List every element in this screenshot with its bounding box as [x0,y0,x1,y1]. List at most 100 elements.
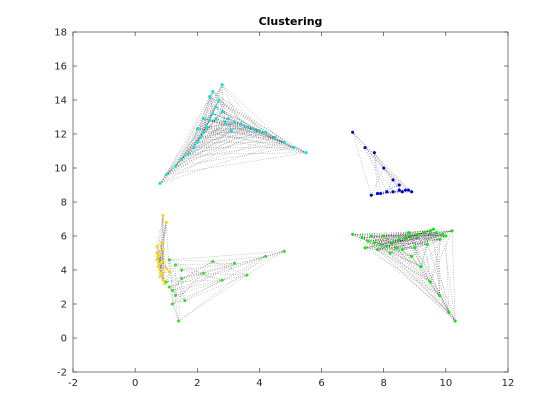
cluster-edge [414,232,437,249]
cluster-edge [380,232,425,245]
data-point [164,173,168,177]
cluster-edge [175,132,266,167]
cluster-edge [209,120,307,153]
cluster-edge [169,259,173,291]
cluster-edge [352,234,422,267]
cluster-edge [203,84,223,119]
cluster-edge [169,286,179,322]
cluster-edge [172,303,179,322]
cluster-edge [181,118,204,160]
data-point [304,151,308,155]
y-tick-label: 12 [54,130,67,141]
data-point [351,232,355,236]
cluster-edge [187,118,217,155]
cluster-edge [408,232,450,313]
cluster-edge [206,123,226,128]
cluster-edge [352,234,375,243]
cluster-edge [187,137,275,155]
cluster-edge [228,118,232,131]
data-point [391,178,395,182]
cluster-edge [225,123,285,143]
cluster-edge [169,259,186,301]
cluster-edge [209,96,213,114]
cluster-edge [368,240,456,322]
cluster-edge [433,229,443,235]
cluster-edge [393,235,446,243]
cluster-edge [374,242,391,254]
cluster-edge [389,230,431,254]
data-point [397,237,401,241]
cluster-edge [181,263,235,271]
x-tick-label: 10 [439,378,452,389]
data-point [438,293,442,298]
x-tick-label: 8 [381,378,387,389]
data-point [211,111,215,116]
data-point [363,246,367,250]
cluster-edge [420,266,450,313]
cluster-edge [436,230,453,233]
data-point [167,258,171,262]
data-point [438,237,442,241]
data-point [403,188,408,192]
cluster-edge [405,237,440,240]
x-tick-label: 0 [132,378,138,389]
cluster-edge [169,259,179,322]
cluster-edge [411,235,428,245]
cluster-edge [159,127,207,184]
data-point [192,146,196,150]
data-point [413,246,417,250]
cluster-edge [352,234,450,313]
cluster-edge [439,295,456,322]
cluster-edge [181,130,260,160]
data-point [264,254,268,258]
cluster-edge [222,111,285,143]
cluster-edge [156,246,161,271]
cluster-edge [166,113,213,175]
cluster-edge [371,232,409,237]
data-point [382,234,386,238]
data-point [232,261,237,265]
cluster-edge [392,235,412,243]
data-point [220,278,224,282]
cluster-edge [402,237,406,250]
data-point [434,231,439,235]
y-tick-label: 8 [61,198,67,209]
cluster-edge [203,106,217,119]
cluster-edge [175,280,223,296]
cluster-edge [215,99,220,119]
data-point [422,231,426,235]
cluster-edge [181,251,285,279]
cluster-edge [364,147,403,192]
cluster-edge [383,235,456,322]
cluster-edge [383,232,437,237]
cluster-edge [377,191,403,194]
cluster-edge [374,152,381,194]
cluster-edge [159,269,164,281]
cluster-edge [396,247,412,257]
cluster-edge [433,229,453,232]
data-point [180,276,184,281]
data-point [170,288,175,292]
data-point [211,259,215,264]
cluster-edge [161,249,164,274]
data-point [164,266,168,270]
cluster-edge [158,222,167,267]
data-point [419,265,423,269]
data-point [173,293,178,298]
chart-title: Clustering [259,15,323,28]
data-point [391,190,395,194]
cluster-edge [361,237,440,296]
y-tick-label: 10 [54,164,67,175]
data-point [156,265,161,269]
cluster-edge [411,230,431,237]
cluster-edge [197,128,232,131]
cluster-edge [427,235,446,245]
data-point [366,239,370,243]
cluster-edge [215,106,285,143]
cluster-edge [392,179,406,191]
cluster-points [155,83,457,323]
y-tick-label: 0 [61,334,67,345]
cluster-edge [200,128,254,138]
cluster-edge [209,120,235,123]
data-point [223,122,227,126]
